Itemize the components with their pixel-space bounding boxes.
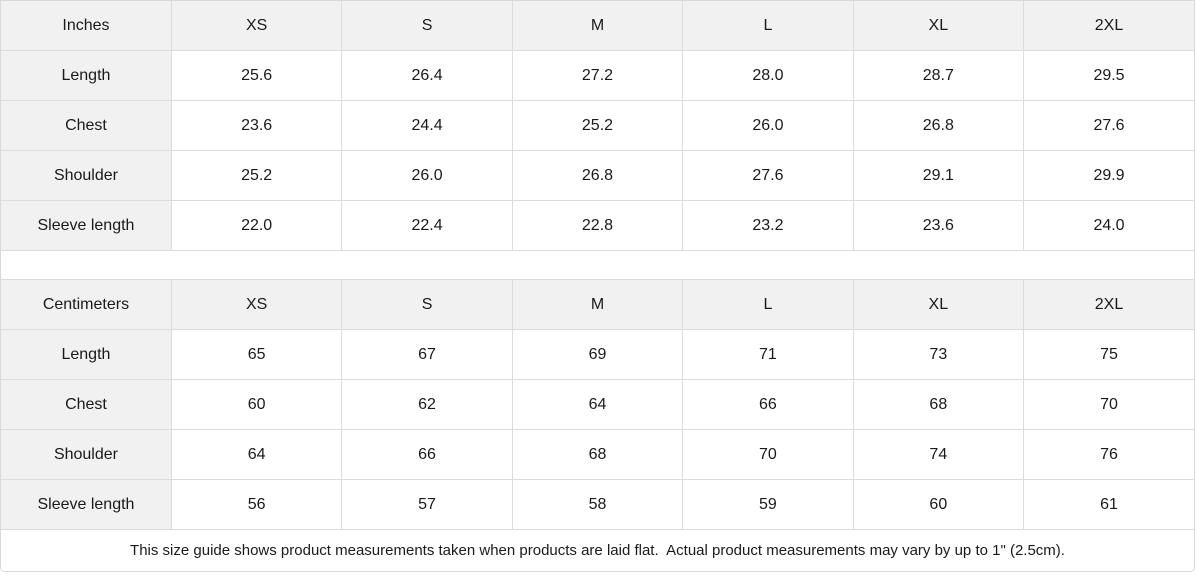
table-cell: 61 — [1023, 479, 1194, 530]
table-cell: 58 — [511, 479, 684, 530]
table-cell: 66 — [341, 429, 513, 480]
centimeters-header-row: Centimeters XS S M L XL 2XL — [1, 279, 1194, 330]
column-header-xl: XL — [852, 279, 1025, 330]
column-header-xl: XL — [852, 1, 1025, 51]
table-cell: 24.4 — [341, 100, 513, 151]
column-header-s: S — [341, 279, 513, 330]
column-header-2xl: 2XL — [1023, 1, 1194, 51]
table-cell: 75 — [1023, 329, 1194, 380]
table-cell: 22.4 — [341, 200, 513, 251]
table-cell: 29.1 — [852, 150, 1025, 201]
column-header-l: L — [682, 1, 854, 51]
table-cell: 73 — [852, 329, 1025, 380]
table-cell: 64 — [511, 379, 684, 430]
table-cell: 71 — [682, 329, 854, 380]
table-cell: 29.9 — [1023, 150, 1194, 201]
table-cell: 26.8 — [511, 150, 684, 201]
unit-header-inches: Inches — [1, 1, 172, 51]
table-cell: 23.6 — [852, 200, 1025, 251]
table-cell: 67 — [341, 329, 513, 380]
table-cell: 66 — [682, 379, 854, 430]
table-cell: 28.0 — [682, 50, 854, 101]
table-row-length: Length 25.6 26.4 27.2 28.0 28.7 29.5 — [1, 50, 1194, 101]
row-label: Length — [1, 329, 172, 380]
row-label: Shoulder — [1, 429, 172, 480]
table-row-sleeve-length: Sleeve length 22.0 22.4 22.8 23.2 23.6 2… — [1, 200, 1194, 251]
table-cell: 70 — [682, 429, 854, 480]
table-cell: 24.0 — [1023, 200, 1194, 251]
table-cell: 70 — [1023, 379, 1194, 430]
table-cell: 56 — [170, 479, 343, 530]
table-cell: 68 — [852, 379, 1025, 430]
row-label: Sleeve length — [1, 200, 172, 251]
row-label: Sleeve length — [1, 479, 172, 530]
table-cell: 26.8 — [852, 100, 1025, 151]
table-cell: 76 — [1023, 429, 1194, 480]
table-cell: 62 — [341, 379, 513, 430]
column-header-l: L — [682, 279, 854, 330]
table-cell: 60 — [170, 379, 343, 430]
table-cell: 29.5 — [1023, 50, 1194, 101]
table-cell: 74 — [852, 429, 1025, 480]
column-header-m: M — [511, 1, 684, 51]
table-cell: 64 — [170, 429, 343, 480]
table-cell: 23.6 — [170, 100, 343, 151]
table-cell: 26.0 — [341, 150, 513, 201]
row-label: Chest — [1, 100, 172, 151]
column-header-m: M — [511, 279, 684, 330]
table-cell: 27.2 — [511, 50, 684, 101]
table-cell: 26.0 — [682, 100, 854, 151]
column-header-xs: XS — [170, 279, 343, 330]
table-cell: 69 — [511, 329, 684, 380]
table-cell: 22.8 — [511, 200, 684, 251]
table-cell: 28.7 — [852, 50, 1025, 101]
table-cell: 27.6 — [1023, 100, 1194, 151]
table-cell: 23.2 — [682, 200, 854, 251]
measurement-disclaimer: This size guide shows product measuremen… — [1, 529, 1194, 571]
table-cell: 57 — [341, 479, 513, 530]
table-cell: 60 — [852, 479, 1025, 530]
centimeters-table: Centimeters XS S M L XL 2XL Length 65 67… — [1, 279, 1194, 530]
inches-table: Inches XS S M L XL 2XL Length 25.6 26.4 … — [1, 1, 1194, 251]
section-divider — [1, 250, 1194, 280]
table-cell: 68 — [511, 429, 684, 480]
table-cell: 25.2 — [170, 150, 343, 201]
row-label: Shoulder — [1, 150, 172, 201]
row-label: Length — [1, 50, 172, 101]
table-cell: 26.4 — [341, 50, 513, 101]
table-cell: 25.6 — [170, 50, 343, 101]
column-header-2xl: 2XL — [1023, 279, 1194, 330]
table-row-shoulder: Shoulder 25.2 26.0 26.8 27.6 29.1 29.9 — [1, 150, 1194, 201]
row-label: Chest — [1, 379, 172, 430]
table-row-length: Length 65 67 69 71 73 75 — [1, 329, 1194, 380]
table-row-chest: Chest 60 62 64 66 68 70 — [1, 379, 1194, 430]
column-header-s: S — [341, 1, 513, 51]
table-cell: 22.0 — [170, 200, 343, 251]
table-row-sleeve-length: Sleeve length 56 57 58 59 60 61 — [1, 479, 1194, 530]
inches-header-row: Inches XS S M L XL 2XL — [1, 1, 1194, 51]
table-row-chest: Chest 23.6 24.4 25.2 26.0 26.8 27.6 — [1, 100, 1194, 151]
table-cell: 27.6 — [682, 150, 854, 201]
column-header-xs: XS — [170, 1, 343, 51]
table-row-shoulder: Shoulder 64 66 68 70 74 76 — [1, 429, 1194, 480]
table-cell: 65 — [170, 329, 343, 380]
table-cell: 25.2 — [511, 100, 684, 151]
table-cell: 59 — [682, 479, 854, 530]
unit-header-centimeters: Centimeters — [1, 279, 172, 330]
